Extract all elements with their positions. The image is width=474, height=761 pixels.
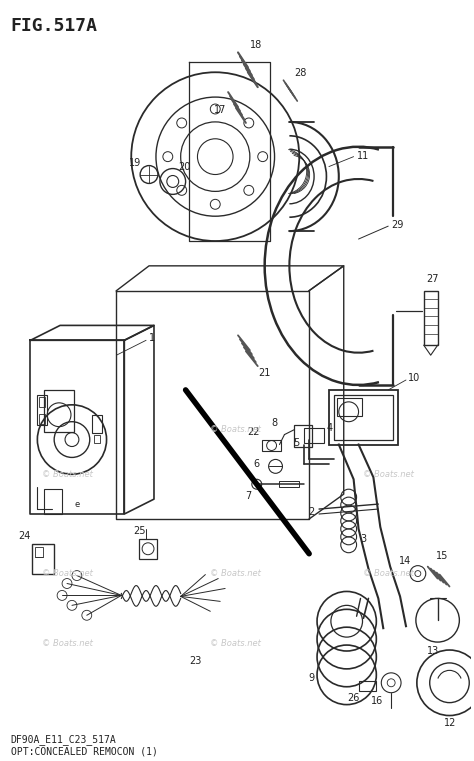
Text: e: e xyxy=(74,499,80,508)
Bar xyxy=(294,425,312,447)
Text: OPT:CONCEALED REMOCON (1): OPT:CONCEALED REMOCON (1) xyxy=(11,747,157,756)
Text: 7: 7 xyxy=(246,491,252,501)
Text: 6: 6 xyxy=(254,460,260,470)
Text: DF90A_E11_C23_517A: DF90A_E11_C23_517A xyxy=(11,734,117,745)
Bar xyxy=(280,481,299,487)
Text: © Boats.net: © Boats.net xyxy=(363,470,414,479)
Text: 28: 28 xyxy=(294,68,307,78)
Text: 9: 9 xyxy=(308,673,314,683)
Text: 1: 1 xyxy=(149,333,155,343)
Bar xyxy=(36,546,43,557)
Bar xyxy=(337,398,362,416)
Bar xyxy=(262,440,282,451)
Text: 20: 20 xyxy=(179,161,191,171)
Text: 19: 19 xyxy=(129,158,141,167)
Text: © Boats.net: © Boats.net xyxy=(42,569,92,578)
Bar xyxy=(94,435,100,443)
Bar xyxy=(39,397,46,407)
Text: FIG.517A: FIG.517A xyxy=(11,17,98,35)
Text: 24: 24 xyxy=(18,531,30,541)
Text: 18: 18 xyxy=(250,40,262,50)
Text: © Boats.net: © Boats.net xyxy=(210,569,260,578)
Text: 14: 14 xyxy=(399,556,411,565)
Text: 13: 13 xyxy=(427,646,439,656)
Text: 22: 22 xyxy=(247,427,260,437)
Bar xyxy=(44,390,74,431)
Bar xyxy=(44,489,62,514)
Text: 29: 29 xyxy=(391,220,403,230)
Bar xyxy=(32,544,54,574)
Text: 17: 17 xyxy=(214,105,226,115)
Text: 5: 5 xyxy=(293,438,299,447)
Text: 3: 3 xyxy=(361,533,367,544)
Bar xyxy=(139,539,157,559)
Text: 10: 10 xyxy=(408,373,420,383)
Bar xyxy=(358,681,376,691)
Text: 12: 12 xyxy=(444,718,456,728)
Text: 16: 16 xyxy=(371,696,383,705)
Bar xyxy=(39,414,46,424)
Text: 26: 26 xyxy=(347,693,360,702)
Bar xyxy=(329,390,398,444)
Text: 25: 25 xyxy=(133,526,146,536)
Text: 4: 4 xyxy=(327,422,333,433)
Text: 21: 21 xyxy=(258,368,270,378)
Text: 11: 11 xyxy=(356,151,369,161)
Text: 27: 27 xyxy=(426,274,438,284)
Text: © Boats.net: © Boats.net xyxy=(363,569,414,578)
Text: © Boats.net: © Boats.net xyxy=(210,425,260,434)
Bar xyxy=(92,415,101,432)
Bar xyxy=(334,395,393,440)
Text: © Boats.net: © Boats.net xyxy=(42,470,92,479)
Bar xyxy=(37,395,47,425)
Bar xyxy=(424,291,438,345)
Text: © Boats.net: © Boats.net xyxy=(42,638,92,648)
Text: 8: 8 xyxy=(272,418,277,428)
Text: 15: 15 xyxy=(436,551,448,561)
Text: 2: 2 xyxy=(308,507,314,517)
Text: 23: 23 xyxy=(189,656,201,666)
Bar xyxy=(304,428,324,443)
Text: © Boats.net: © Boats.net xyxy=(210,638,260,648)
